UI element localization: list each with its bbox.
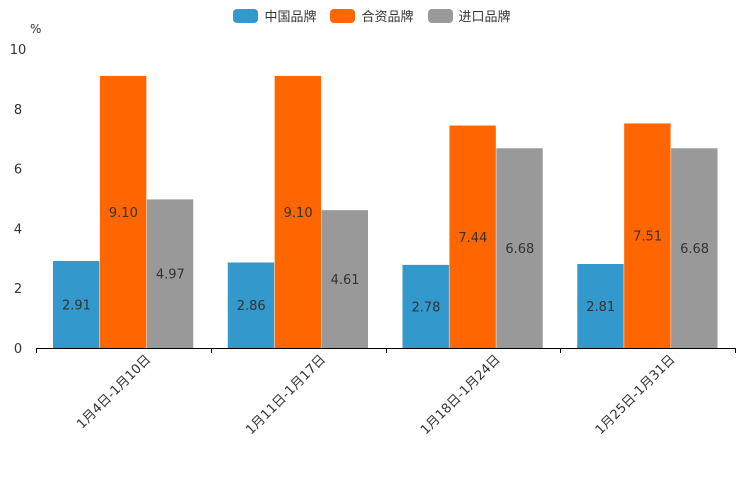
bar (402, 264, 449, 348)
legend-item-china-brand[interactable]: 中国品牌 (233, 6, 316, 25)
legend-swatch (427, 8, 453, 23)
x-tick-label: 1月11日-1月17日 (243, 352, 329, 438)
bar (274, 75, 322, 348)
y-tick-label: 2 (14, 282, 22, 297)
legend-label: 中国品牌 (264, 10, 317, 25)
bar (321, 210, 368, 348)
data-label: 4.61 (331, 273, 360, 288)
bar (227, 262, 275, 348)
x-tick-label: 1月25日-1月31日 (593, 352, 679, 438)
data-label: 2.81 (586, 300, 615, 315)
y-tick-label: 8 (14, 103, 22, 118)
data-label: 6.68 (680, 242, 709, 257)
bar (624, 123, 671, 349)
legend-item-imported-brand[interactable]: 进口品牌 (427, 6, 511, 25)
legend-label: 合资品牌 (361, 10, 414, 25)
y-tick-label: 0 (14, 342, 22, 357)
data-label: 7.51 (633, 230, 662, 245)
bar (99, 75, 147, 348)
legend-swatch (233, 8, 259, 23)
y-tick-label: 10 (10, 43, 27, 58)
data-label: 6.68 (505, 242, 534, 257)
y-tick-label: 4 (14, 222, 22, 237)
data-label: 2.86 (237, 299, 266, 314)
bar (671, 148, 718, 348)
legend: 中国品牌 合资品牌 进口品牌 (0, 6, 744, 25)
legend-swatch (330, 8, 356, 23)
bar (146, 199, 194, 348)
bar (496, 148, 543, 348)
data-label: 4.97 (156, 268, 185, 283)
data-label: 2.78 (411, 300, 440, 315)
bar (577, 263, 624, 348)
data-label: 9.10 (109, 206, 138, 221)
bar (53, 260, 100, 348)
legend-label: 进口品牌 (458, 10, 511, 25)
bar (449, 125, 496, 348)
x-tick-label: 1月4日-1月10日 (74, 352, 154, 432)
data-label: 2.91 (62, 298, 91, 313)
x-tick-label: 1月18日-1月24日 (418, 352, 504, 438)
data-label: 9.10 (284, 206, 313, 221)
y-tick-label: 6 (14, 163, 22, 178)
legend-item-joint-venture-brand[interactable]: 合资品牌 (330, 6, 414, 25)
y-axis-unit: % (30, 22, 41, 36)
data-label: 7.44 (458, 231, 487, 246)
